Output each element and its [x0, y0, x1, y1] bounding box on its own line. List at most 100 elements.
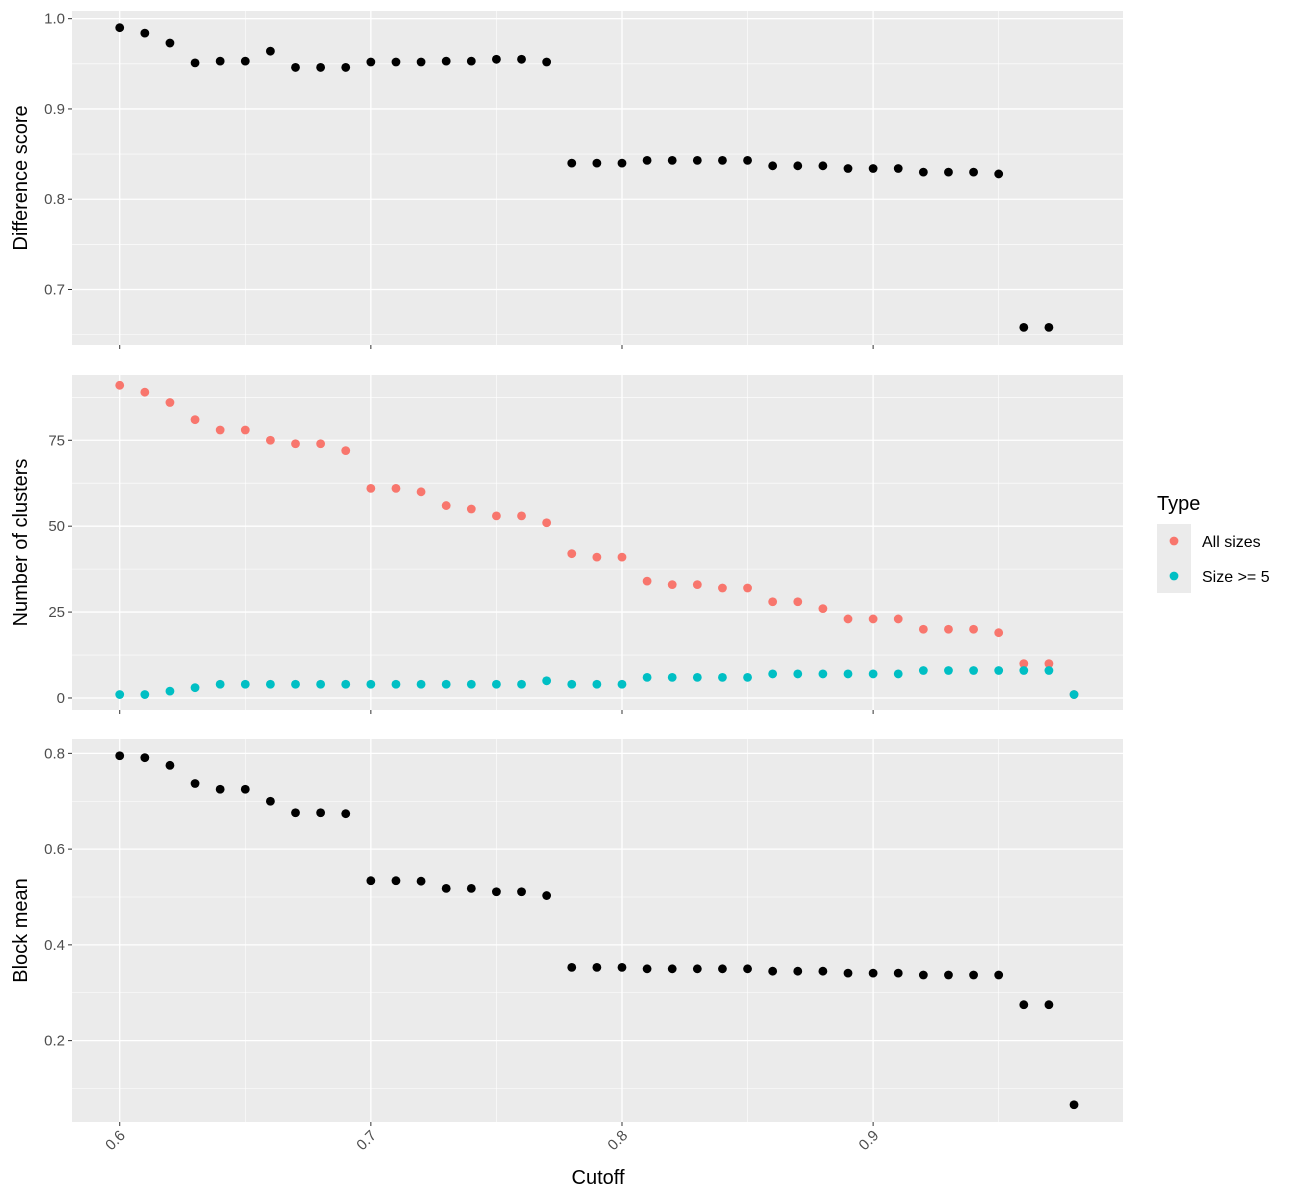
data-point: [1044, 659, 1054, 669]
data-point: [617, 962, 627, 972]
legend: Type All sizes Size >= 5: [1157, 493, 1270, 593]
data-point: [667, 964, 677, 974]
data-point: [567, 962, 577, 972]
data-point: [1044, 1000, 1054, 1010]
data-point: [190, 779, 200, 788]
data-point: [743, 964, 752, 974]
data-point: [818, 669, 828, 679]
data-point: [115, 380, 125, 390]
legend-key-2: [1169, 571, 1179, 581]
data-point: [1044, 666, 1054, 675]
data-point: [165, 38, 175, 48]
data-point: [240, 425, 250, 435]
y-axis-title: Number of clusters: [10, 459, 32, 627]
data-point: [743, 155, 752, 165]
data-point: [441, 883, 451, 893]
data-point: [994, 970, 1004, 980]
data-point: [492, 511, 501, 521]
data-point: [542, 518, 552, 528]
data-point: [492, 679, 501, 689]
series-1: [115, 380, 1079, 699]
legend-label-1: All sizes: [1202, 534, 1261, 551]
data-point: [868, 968, 878, 978]
panel-background: [72, 739, 1123, 1122]
data-point: [918, 624, 928, 634]
data-point: [366, 876, 376, 886]
data-point: [1044, 322, 1054, 332]
y-tick-label: 0: [57, 690, 65, 707]
data-point: [542, 891, 552, 900]
data-point: [944, 624, 953, 634]
data-point: [542, 57, 552, 67]
y-axis-title: Block mean: [10, 878, 32, 983]
data-point: [265, 46, 275, 56]
x-tick-label: 0.9: [856, 1127, 883, 1154]
data-point: [115, 751, 125, 761]
data-point: [391, 876, 401, 886]
data-point: [517, 54, 526, 64]
data-point: [466, 504, 476, 514]
data-point: [240, 784, 250, 794]
data-point: [1019, 666, 1029, 675]
data-point: [642, 672, 652, 682]
data-point: [1069, 690, 1079, 699]
data-point: [969, 970, 978, 980]
data-point: [291, 439, 300, 449]
data-point: [768, 597, 778, 607]
data-point: [140, 753, 150, 763]
data-point: [994, 666, 1004, 675]
panel-1: 0.7 0.8 0.9 1.0 Difference score: [10, 11, 1123, 349]
data-point: [893, 614, 903, 624]
data-point: [316, 439, 326, 449]
data-point: [667, 580, 677, 589]
data-point: [316, 63, 326, 72]
data-point: [843, 614, 853, 624]
series-1: [115, 23, 1054, 332]
y-tick-label: 0.4: [44, 937, 65, 954]
y-tick-label: 75: [48, 432, 65, 449]
y-tick-label: 0.9: [44, 101, 65, 118]
data-point: [165, 398, 175, 407]
data-point: [718, 964, 727, 974]
x-tick-label: 0.7: [353, 1127, 380, 1154]
data-point: [115, 23, 125, 33]
data-point: [768, 669, 778, 679]
data-point: [768, 161, 778, 171]
y-tick-label: 0.8: [44, 745, 65, 762]
data-point: [165, 760, 175, 770]
data-point: [793, 669, 803, 679]
data-point: [893, 968, 903, 978]
data-point: [492, 54, 501, 64]
data-point: [567, 549, 577, 559]
y-axis-title: Difference score: [10, 105, 32, 250]
data-point: [592, 158, 602, 168]
data-point: [944, 970, 953, 980]
data-point: [441, 501, 451, 510]
series-1: [115, 751, 1079, 1110]
data-point: [1019, 1000, 1029, 1010]
chart-panels: 0.7 0.8 0.9 1.0 Difference score 0 25 50 75 Numbe…: [10, 11, 1123, 1126]
data-point: [642, 576, 652, 586]
data-point: [265, 679, 275, 689]
data-point: [642, 964, 652, 974]
data-point: [391, 679, 401, 689]
y-tick-label: 0.6: [44, 841, 65, 858]
data-point: [994, 628, 1004, 638]
data-point: [893, 669, 903, 679]
data-point: [215, 425, 225, 435]
x-tick-label: 0.6: [102, 1127, 129, 1154]
data-point: [215, 56, 225, 66]
data-point: [190, 58, 200, 68]
data-point: [265, 796, 275, 806]
data-point: [466, 679, 476, 689]
data-point: [944, 666, 953, 675]
data-point: [316, 679, 326, 689]
data-point: [366, 483, 376, 493]
data-point: [642, 155, 652, 165]
legend-key-1: [1169, 536, 1179, 546]
data-point: [843, 164, 853, 173]
data-point: [165, 686, 175, 696]
panel-2: 0 25 50 75 Number of clusters: [10, 375, 1123, 714]
data-point: [893, 164, 903, 173]
data-point: [416, 487, 426, 497]
